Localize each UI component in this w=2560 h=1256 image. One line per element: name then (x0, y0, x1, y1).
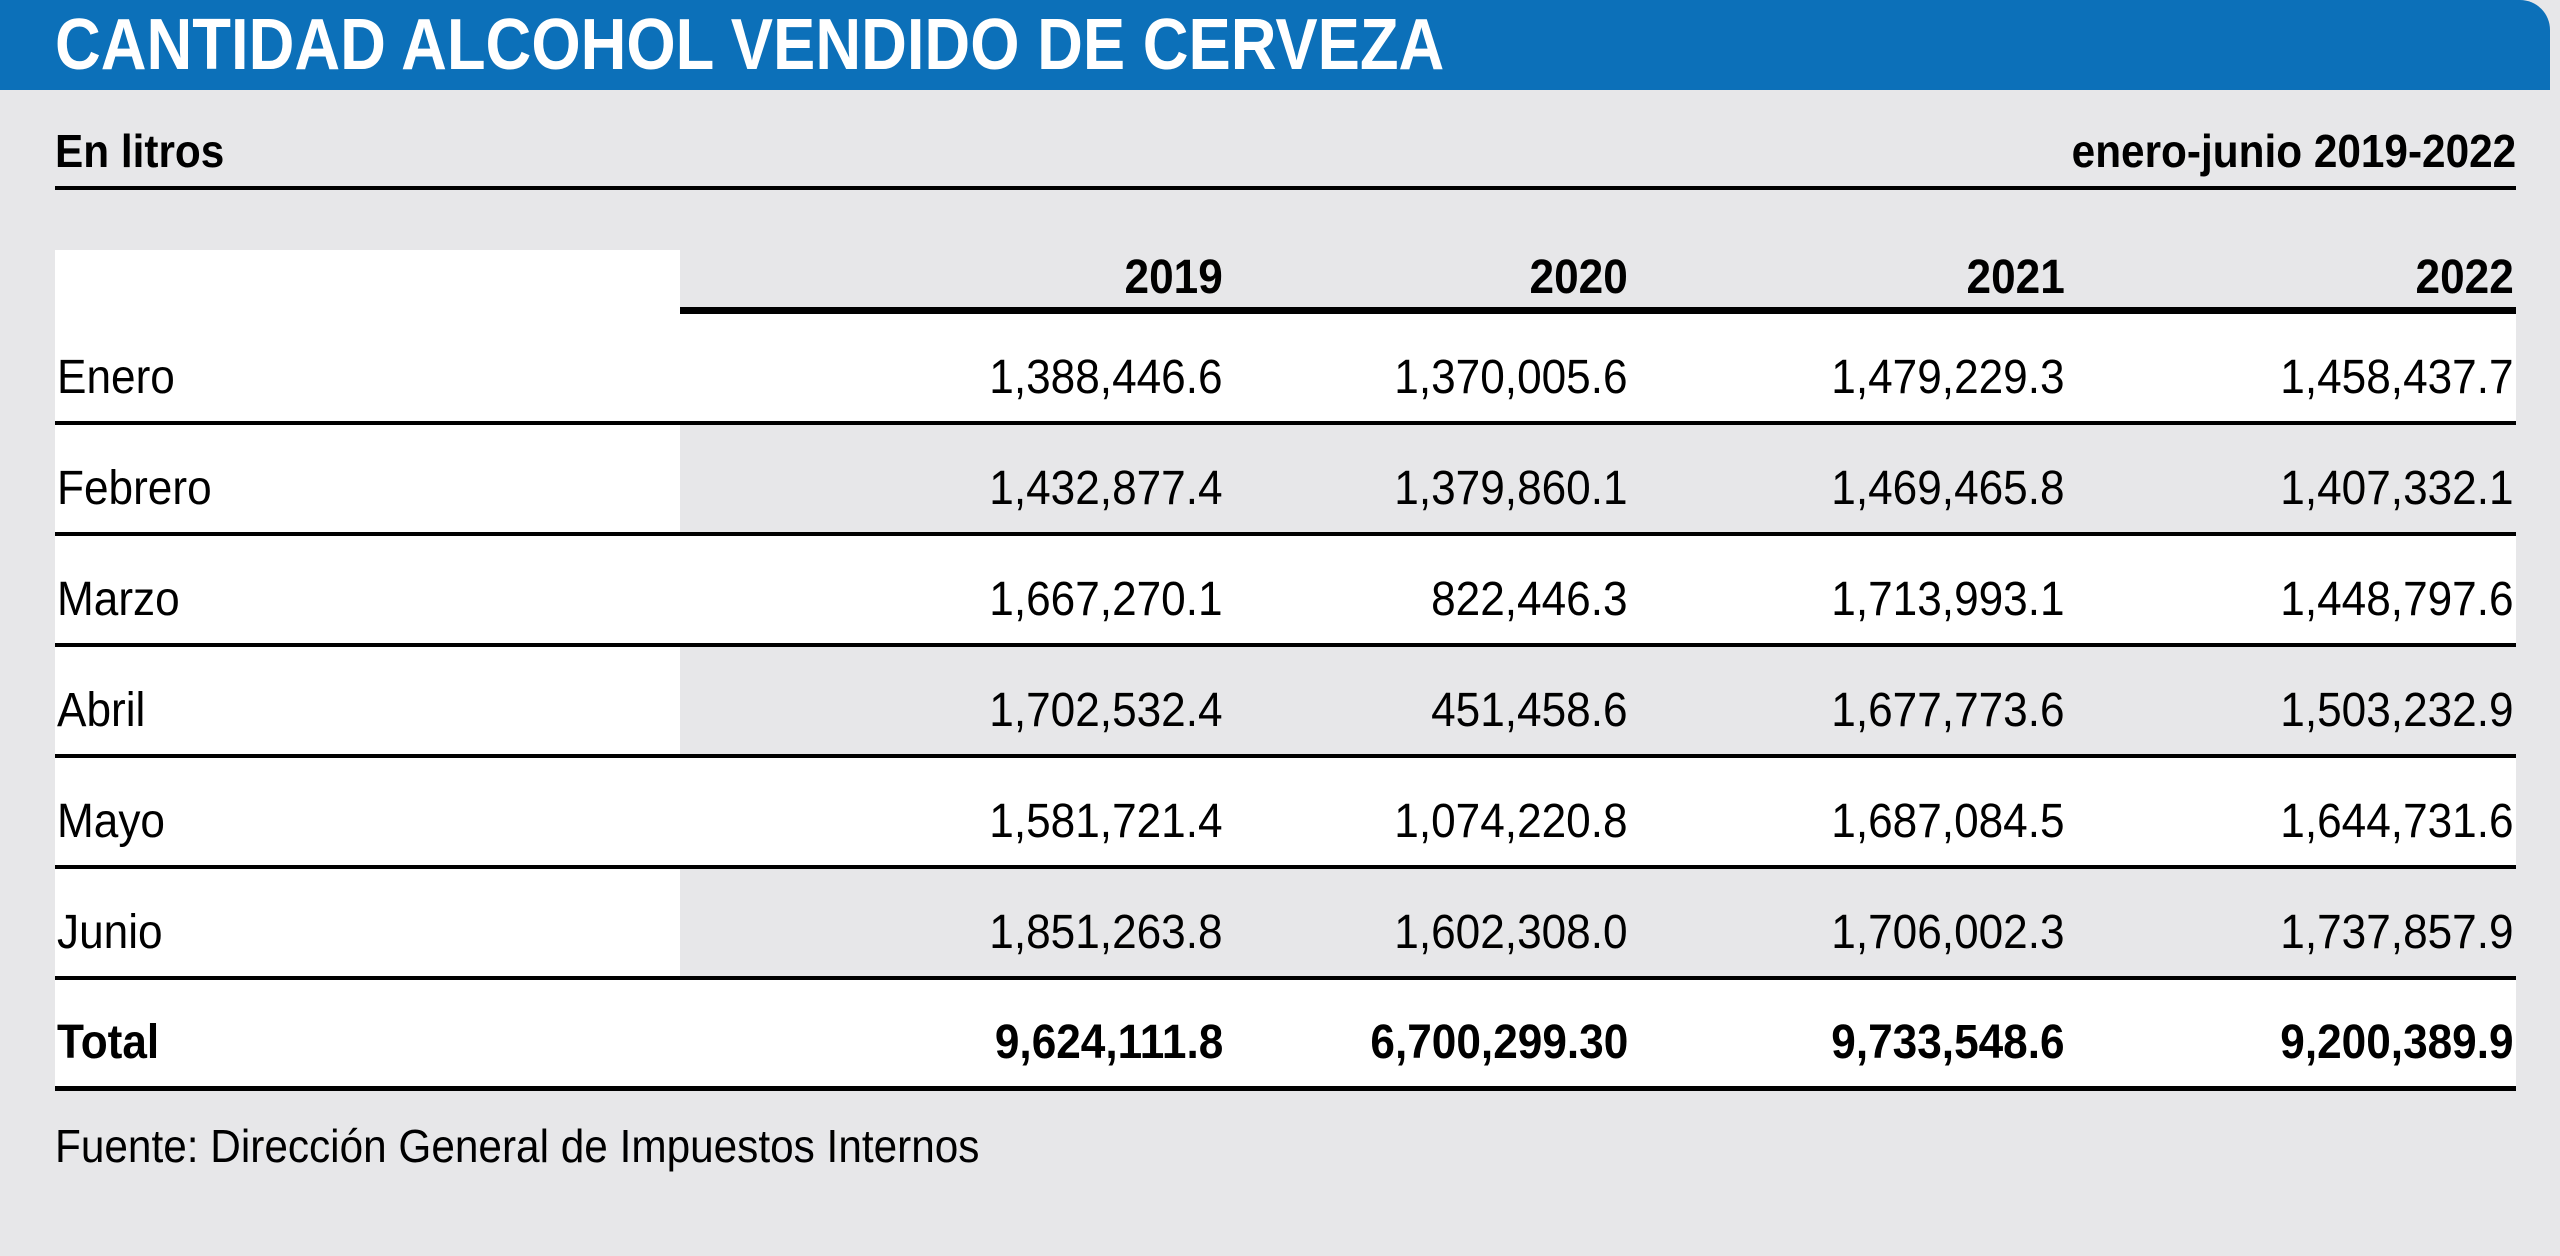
value-text: 1,706,002.3 (1831, 906, 2065, 959)
data-table: 2019 2020 2021 2022 Enero 1,388,446.6 1,… (55, 250, 2516, 1091)
table-row: Junio 1,851,263.8 1,602,308.0 1,706,002.… (55, 869, 2516, 980)
row-label: Febrero (57, 462, 212, 515)
source-note: Fuente: Dirección General de Impuestos I… (55, 1119, 2560, 1173)
value-text: 9,200,389.9 (2280, 1016, 2514, 1069)
row-label: Mayo (57, 795, 165, 848)
value-text: 9,624,111.8 (994, 1016, 1223, 1069)
table-row: Marzo 1,667,270.1 822,446.3 1,713,993.1 … (55, 536, 2516, 647)
column-header-label: 2021 (1966, 251, 2065, 304)
value-cell: 1,370,005.6 (1225, 314, 1630, 421)
value-cell: 1,388,446.6 (680, 314, 1225, 421)
value-text: 1,702,532.4 (989, 684, 1223, 737)
row-label-cell: Mayo (55, 758, 680, 865)
value-cell: 1,602,308.0 (1225, 869, 1630, 976)
value-cell: 1,469,465.8 (1630, 425, 2067, 532)
row-label: Junio (57, 906, 163, 959)
column-header-label: 2019 (1124, 251, 1223, 304)
value-cell: 1,737,857.9 (2067, 869, 2516, 976)
value-text: 1,737,857.9 (2280, 906, 2514, 959)
table-row: Mayo 1,581,721.4 1,074,220.8 1,687,084.5… (55, 758, 2516, 869)
value-cell: 1,407,332.1 (2067, 425, 2516, 532)
row-label: Enero (57, 351, 175, 404)
source-text: Fuente: Dirección General de Impuestos I… (55, 1120, 980, 1172)
value-text: 1,851,263.8 (989, 906, 1223, 959)
value-text: 1,379,860.1 (1394, 462, 1628, 515)
value-cell: 822,446.3 (1225, 536, 1630, 643)
value-text: 1,677,773.6 (1831, 684, 2065, 737)
value-text: 1,370,005.6 (1394, 351, 1628, 404)
value-text: 1,667,270.1 (989, 573, 1223, 626)
column-header-2020: 2020 (1225, 250, 1630, 315)
value-text: 1,602,308.0 (1394, 906, 1628, 959)
value-cell: 1,851,263.8 (680, 869, 1225, 976)
value-cell: 1,644,731.6 (2067, 758, 2516, 865)
value-text: 1,432,877.4 (989, 462, 1223, 515)
value-text: 1,503,232.9 (2280, 684, 2514, 737)
row-label-cell: Marzo (55, 536, 680, 643)
row-label-cell: Total (55, 980, 680, 1086)
value-cell: 9,624,111.8 (680, 980, 1225, 1086)
row-label: Marzo (57, 573, 180, 626)
units-label: En litros (55, 125, 225, 177)
value-text: 822,446.3 (1431, 573, 1628, 626)
value-text: 1,713,993.1 (1831, 573, 2065, 626)
value-text: 9,733,548.6 (1831, 1016, 2065, 1069)
value-text: 1,644,731.6 (2280, 795, 2514, 848)
value-text: 1,388,446.6 (989, 351, 1223, 404)
value-cell: 1,379,860.1 (1225, 425, 1630, 532)
value-cell: 1,432,877.4 (680, 425, 1225, 532)
value-cell: 1,702,532.4 (680, 647, 1225, 754)
column-header-label: 2020 (1529, 251, 1628, 304)
value-text: 1,458,437.7 (2280, 351, 2514, 404)
column-header-2021: 2021 (1630, 250, 2067, 315)
value-text: 1,479,229.3 (1831, 351, 2065, 404)
column-header-2022: 2022 (2067, 250, 2516, 315)
value-cell: 9,733,548.6 (1630, 980, 2067, 1086)
title-bar: CANTIDAD ALCOHOL VENDIDO DE CERVEZA (0, 0, 2550, 90)
period-label: enero-junio 2019-2022 (2071, 125, 2516, 177)
value-text: 451,458.6 (1431, 684, 1628, 737)
value-text: 1,469,465.8 (1831, 462, 2065, 515)
value-cell: 9,200,389.9 (2067, 980, 2516, 1086)
value-cell: 6,700,299.30 (1225, 980, 1630, 1086)
value-cell: 1,503,232.9 (2067, 647, 2516, 754)
column-header-2019: 2019 (680, 250, 1225, 315)
value-text: 1,581,721.4 (989, 795, 1223, 848)
page-title: CANTIDAD ALCOHOL VENDIDO DE CERVEZA (55, 5, 1445, 85)
row-label-cell: Febrero (55, 425, 680, 532)
table-total-row: Total 9,624,111.8 6,700,299.30 9,733,548… (55, 980, 2516, 1091)
table-row: Abril 1,702,532.4 451,458.6 1,677,773.6 … (55, 647, 2516, 758)
table-header-row: 2019 2020 2021 2022 (55, 250, 2516, 315)
header-corner-cell (55, 250, 680, 315)
value-cell: 1,458,437.7 (2067, 314, 2516, 421)
value-cell: 1,706,002.3 (1630, 869, 2067, 976)
row-label: Abril (57, 684, 146, 737)
subtitle-row: En litros enero-junio 2019-2022 (55, 124, 2516, 190)
value-cell: 1,479,229.3 (1630, 314, 2067, 421)
value-cell: 1,448,797.6 (2067, 536, 2516, 643)
value-cell: 1,677,773.6 (1630, 647, 2067, 754)
value-text: 1,448,797.6 (2280, 573, 2514, 626)
row-label-cell: Enero (55, 314, 680, 421)
value-cell: 1,667,270.1 (680, 536, 1225, 643)
value-cell: 1,687,084.5 (1630, 758, 2067, 865)
value-cell: 451,458.6 (1225, 647, 1630, 754)
value-cell: 1,074,220.8 (1225, 758, 1630, 865)
value-text: 1,074,220.8 (1394, 795, 1628, 848)
value-text: 1,687,084.5 (1831, 795, 2065, 848)
row-label-cell: Abril (55, 647, 680, 754)
value-text: 6,700,299.30 (1370, 1016, 1628, 1069)
table-row: Enero 1,388,446.6 1,370,005.6 1,479,229.… (55, 314, 2516, 425)
row-label-cell: Junio (55, 869, 680, 976)
value-text: 1,407,332.1 (2280, 462, 2514, 515)
value-cell: 1,713,993.1 (1630, 536, 2067, 643)
value-cell: 1,581,721.4 (680, 758, 1225, 865)
row-label: Total (57, 1016, 160, 1069)
column-header-label: 2022 (2415, 251, 2514, 304)
table-row: Febrero 1,432,877.4 1,379,860.1 1,469,46… (55, 425, 2516, 536)
